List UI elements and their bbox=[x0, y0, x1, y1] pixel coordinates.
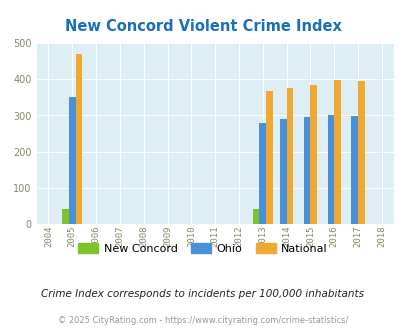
Text: Crime Index corresponds to incidents per 100,000 inhabitants: Crime Index corresponds to incidents per… bbox=[41, 289, 364, 299]
Bar bbox=[62, 209, 69, 224]
Bar bbox=[279, 119, 286, 224]
Text: New Concord Violent Crime Index: New Concord Violent Crime Index bbox=[64, 19, 341, 34]
Bar bbox=[327, 115, 333, 224]
Bar bbox=[357, 82, 364, 224]
Bar bbox=[259, 123, 266, 224]
Bar bbox=[252, 209, 259, 224]
Bar bbox=[286, 88, 292, 224]
Bar bbox=[351, 116, 357, 224]
Legend: New Concord, Ohio, National: New Concord, Ohio, National bbox=[74, 239, 331, 258]
Bar bbox=[310, 85, 316, 224]
Text: © 2025 CityRating.com - https://www.cityrating.com/crime-statistics/: © 2025 CityRating.com - https://www.city… bbox=[58, 316, 347, 325]
Bar bbox=[266, 91, 272, 224]
Bar bbox=[75, 54, 82, 224]
Bar bbox=[333, 80, 340, 224]
Bar bbox=[69, 97, 75, 224]
Bar bbox=[303, 117, 310, 224]
